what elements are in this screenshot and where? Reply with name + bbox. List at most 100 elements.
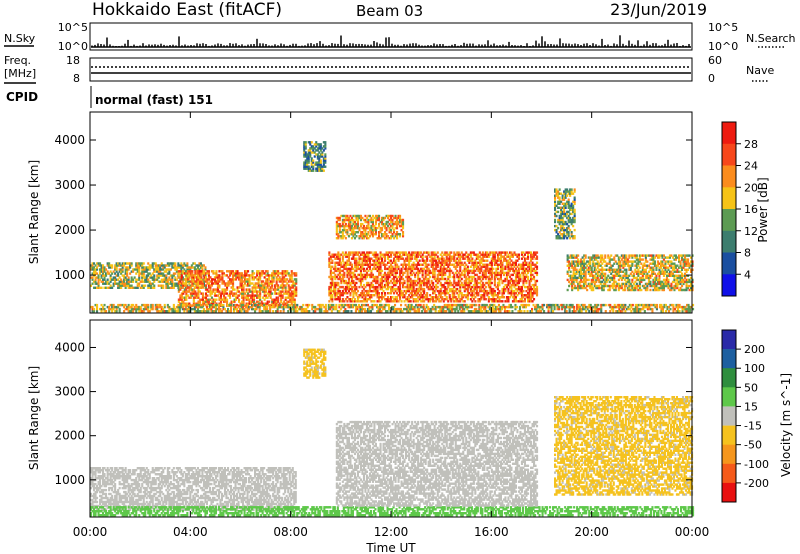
heatmap-cell xyxy=(493,289,496,293)
heatmap-cell xyxy=(413,305,416,309)
heatmap-cell xyxy=(100,266,103,269)
heatmap-cell xyxy=(97,264,100,267)
heatmap-cell xyxy=(259,272,262,275)
heatmap-cell xyxy=(213,272,216,275)
heatmap-cell xyxy=(466,303,469,307)
heatmap-cell xyxy=(184,286,187,289)
heatmap-cell xyxy=(129,305,132,309)
cpid-text: normal (fast) 151 xyxy=(95,93,213,107)
heatmap-cell xyxy=(187,305,190,309)
heatmap-cell xyxy=(99,270,102,273)
heatmap-cell xyxy=(91,276,94,279)
heatmap-cell xyxy=(174,276,177,279)
heatmap-cell xyxy=(250,274,253,277)
heatmap-cell xyxy=(390,253,393,256)
heatmap-cell xyxy=(172,307,175,311)
heatmap-cell xyxy=(205,310,208,313)
heatmap-cell xyxy=(454,310,457,313)
heatmap-cell xyxy=(214,303,217,307)
heatmap-cell xyxy=(547,303,550,307)
heatmap-cell xyxy=(230,307,233,311)
heatmap-cell xyxy=(183,268,186,271)
heatmap-cell xyxy=(311,303,314,307)
heatmap-cell xyxy=(275,296,278,299)
heatmap-cell xyxy=(215,282,218,285)
heatmap-cell xyxy=(217,307,220,311)
heatmap-cell xyxy=(678,303,681,307)
heatmap-cell xyxy=(508,303,511,307)
heatmap-cell xyxy=(494,305,497,309)
heatmap-cell xyxy=(262,288,265,291)
heatmap-cell xyxy=(277,270,280,273)
heatmap-cell xyxy=(642,307,645,311)
heatmap-cell xyxy=(153,280,156,283)
heatmap-cell xyxy=(479,305,482,309)
heatmap-cell xyxy=(535,305,538,309)
heatmap-cell xyxy=(153,286,156,289)
heatmap-cell xyxy=(124,270,127,273)
heatmap-cell xyxy=(613,305,616,309)
heatmap-cell xyxy=(286,300,289,303)
heatmap-cell xyxy=(251,276,254,279)
heatmap-cell xyxy=(458,303,461,307)
heatmap-cell xyxy=(93,307,96,311)
heatmap-cell xyxy=(286,270,289,273)
heatmap-cell xyxy=(145,266,148,269)
heatmap-cell xyxy=(106,278,109,281)
heatmap-cell xyxy=(244,274,247,277)
heatmap-cell xyxy=(180,292,183,295)
heatmap-cell xyxy=(245,310,248,313)
heatmap-cell xyxy=(114,264,117,267)
heatmap-cell xyxy=(226,286,229,289)
heatmap-cell xyxy=(506,305,509,309)
heatmap-cell xyxy=(253,302,256,305)
heatmap-cell xyxy=(594,307,597,311)
heatmap-cell xyxy=(103,276,106,279)
heatmap-cell xyxy=(382,289,385,293)
heatmap-cell xyxy=(293,302,296,305)
heatmap-cell xyxy=(451,305,454,309)
heatmap-cell xyxy=(284,292,287,295)
heatmap-cell xyxy=(374,303,377,307)
heatmap-cell xyxy=(300,307,303,311)
heatmap-cell xyxy=(202,310,205,313)
heatmap-cell xyxy=(193,305,196,309)
heatmap-cell xyxy=(123,280,126,283)
heatmap-cell xyxy=(189,294,192,297)
heatmap-cell xyxy=(198,272,201,275)
heatmap-cell xyxy=(451,310,454,313)
heatmap-cell xyxy=(94,276,97,279)
heatmap-cell xyxy=(534,305,537,309)
heatmap-cell xyxy=(133,268,136,271)
heatmap-cell xyxy=(242,276,245,279)
heatmap-cell xyxy=(407,303,410,307)
heatmap-cell xyxy=(413,310,416,313)
heatmap-cell xyxy=(482,305,485,309)
heatmap-cell xyxy=(197,302,200,305)
heatmap-cell xyxy=(254,302,257,305)
heatmap-cell xyxy=(111,307,114,311)
heatmap-cell xyxy=(212,288,215,291)
heatmap-cell xyxy=(138,310,141,313)
heatmap-cell xyxy=(230,292,233,295)
heatmap-cell xyxy=(179,278,182,281)
heatmap-cell xyxy=(165,280,168,283)
heatmap-cell xyxy=(100,268,103,271)
heatmap-cell xyxy=(118,307,121,311)
heatmap-cell xyxy=(194,274,197,277)
heatmap-cell xyxy=(403,279,406,283)
heatmap-cell xyxy=(213,298,216,301)
heatmap-cell xyxy=(293,282,296,285)
heatmap-cell xyxy=(484,298,487,301)
heatmap-cell xyxy=(138,262,141,265)
heatmap-cell xyxy=(241,272,244,275)
heatmap-cell xyxy=(199,305,202,309)
heatmap-cell xyxy=(142,280,145,283)
heatmap-cell xyxy=(410,307,413,311)
heatmap-cell xyxy=(660,310,663,313)
heatmap-cell xyxy=(186,294,189,297)
heatmap-cell xyxy=(286,296,289,299)
heatmap-cell xyxy=(226,288,229,291)
heatmap-cell xyxy=(275,272,278,275)
heatmap-cell xyxy=(93,310,96,313)
